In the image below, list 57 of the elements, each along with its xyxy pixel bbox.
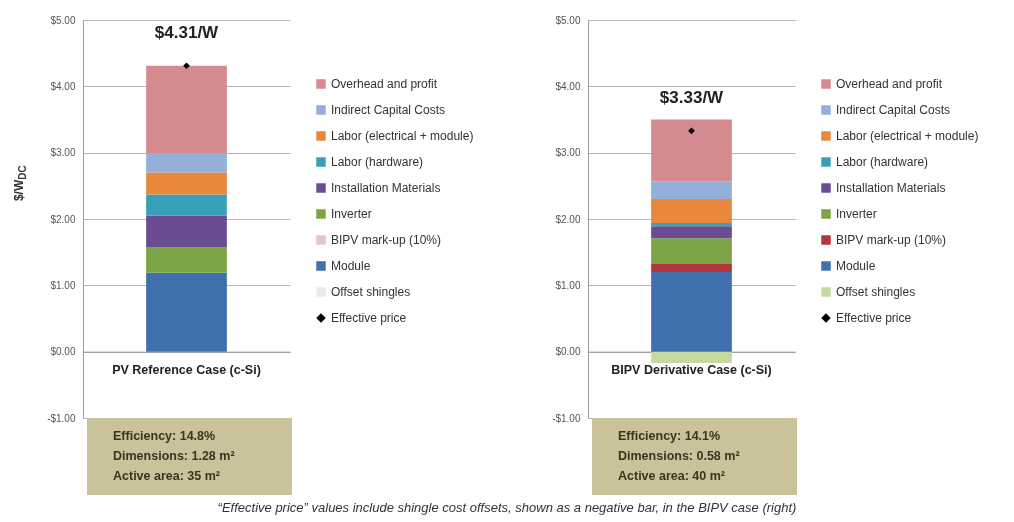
legend-label: Module (836, 259, 876, 273)
x-tick-label: BIPV Derivative Case (c-Si) (611, 363, 772, 378)
legend-label: Labor (electrical + module) (331, 129, 474, 143)
legend-label: Indirect Capital Costs (836, 103, 951, 117)
y-tick-label: $1.00 (50, 279, 76, 291)
y-tick-label: $0.00 (50, 346, 76, 358)
bar (651, 226, 732, 239)
legend-label: Labor (hardware) (331, 155, 424, 169)
y-tick-label: $4.00 (555, 80, 581, 92)
text: “Effective price” values include shingle cost offsets, shown as a negative bar, in the BIPV case (right) (216, 500, 798, 515)
data-label: $3.33/W (659, 87, 725, 107)
legend-label: Indirect Capital Costs (331, 103, 446, 117)
bar (651, 181, 732, 200)
bar (651, 222, 732, 227)
legend-label: Installation Materials (836, 181, 946, 195)
y-tick-label: $5.00 (50, 14, 76, 26)
bar (146, 172, 227, 195)
y-tick-label: -$1.00 (47, 412, 76, 424)
bar (146, 65, 227, 154)
y-tick-label: $5.00 (555, 14, 581, 26)
legend-label: BIPV mark-up (10%) (331, 233, 442, 247)
y-tick-label: -$1.00 (552, 412, 581, 424)
y-tick-label: $2.00 (555, 213, 581, 225)
legend-label: Labor (electrical + module) (836, 129, 979, 143)
y-tick-label: $2.00 (50, 213, 76, 225)
bar (146, 247, 227, 273)
x-tick-label: PV Reference Case (c-Si) (112, 363, 261, 378)
legend-label: Labor (hardware) (836, 155, 929, 169)
data-label: $4.31/W (154, 22, 220, 42)
legend-label: BIPV mark-up (10%) (836, 233, 947, 247)
legend-label: Effective price (331, 311, 407, 325)
legend-label: Overhead and profit (836, 77, 943, 91)
legend-label: Inverter (836, 207, 877, 221)
legend-label: Effective price (836, 311, 912, 325)
bar (146, 153, 227, 173)
y-tick-label: $4.00 (50, 80, 76, 92)
bar (146, 272, 227, 352)
bar (651, 119, 732, 182)
bar (651, 199, 732, 223)
bar (651, 272, 732, 352)
bar (651, 264, 732, 273)
legend-label: Inverter (331, 207, 372, 221)
legend-label: Offset shingles (331, 285, 411, 299)
y-tick-label: $0.00 (555, 346, 581, 358)
bar (146, 194, 227, 216)
legend-label: Offset shingles (836, 285, 916, 299)
info-box: Efficiency: 14.8% Dimensions: 1.28 m² Active area: 35 m² (87, 418, 292, 495)
y-tick-label: $3.00 (555, 147, 581, 159)
bar (651, 351, 732, 363)
y-tick-label: $3.00 (50, 147, 76, 159)
bar (146, 215, 227, 248)
legend-label: Installation Materials (331, 181, 441, 195)
legend-label: Overhead and profit (331, 77, 438, 91)
y-tick-label: $1.00 (555, 279, 581, 291)
legend-label: Module (331, 259, 371, 273)
info-box: Efficiency: 14.1% Dimensions: 0.58 m² Active area: 40 m² (592, 418, 797, 495)
bar (651, 238, 732, 265)
